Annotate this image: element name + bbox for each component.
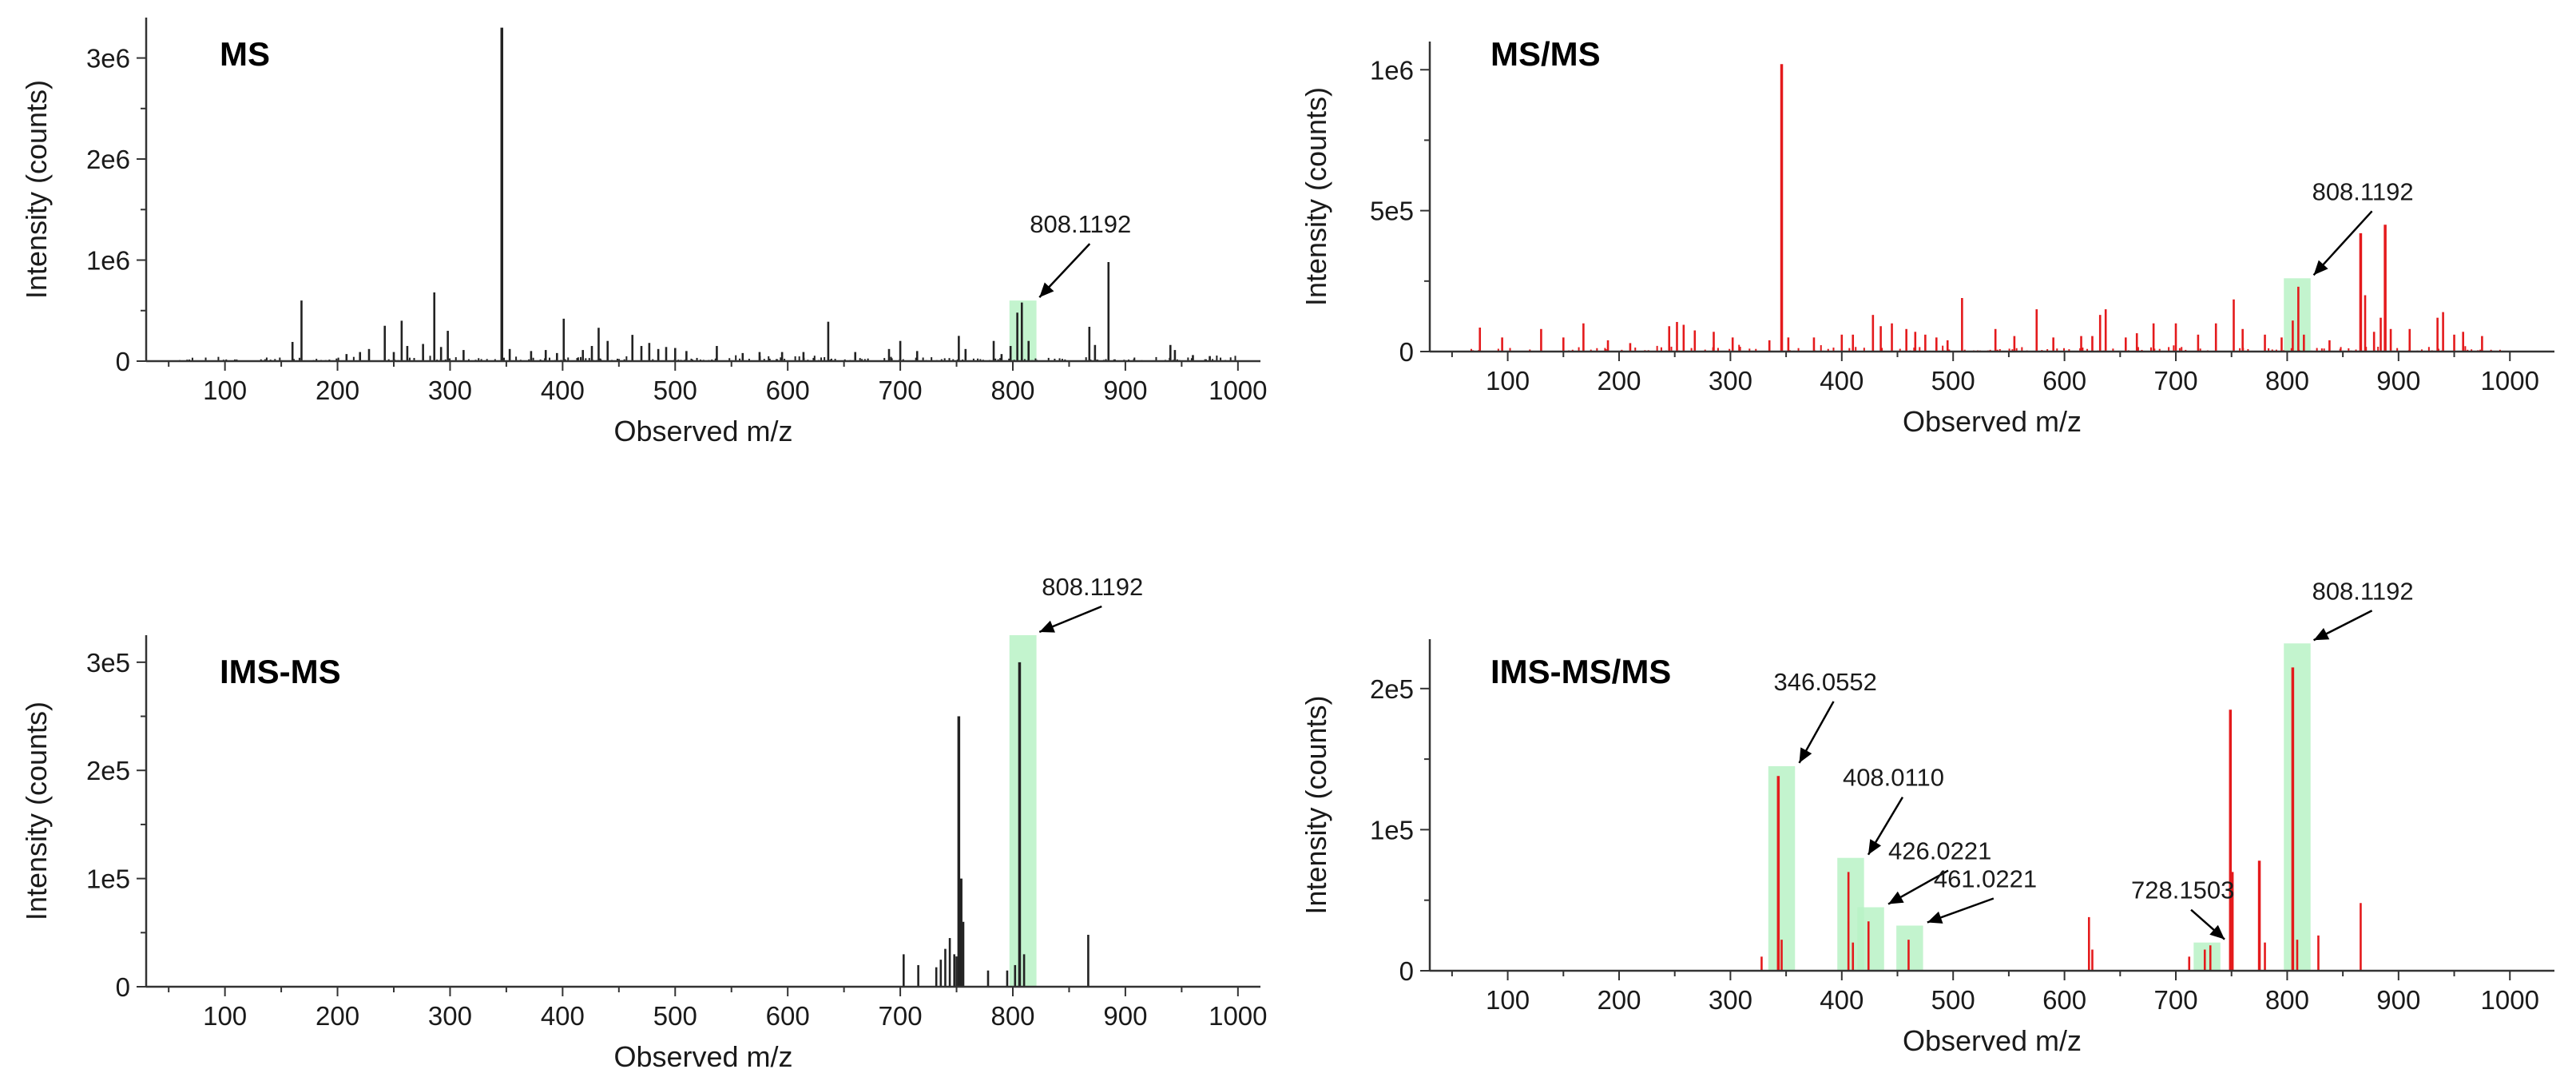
x-tick-label: 500 xyxy=(653,376,697,405)
x-tick-label: 500 xyxy=(1931,366,1975,395)
chart-ims-ms: 100 200 300 400 500 600 700 800 900 1000 0 1e5 2e5 3e… xyxy=(20,573,1268,1073)
peak-annotation: 808.1192 xyxy=(1042,573,1143,601)
y-axis-label: Intensity (counts) xyxy=(20,80,53,299)
panel-title: IMS-MS/MS xyxy=(1490,653,1671,690)
annotation-arrow-head xyxy=(2313,628,2330,641)
y-tick-label: 1e5 xyxy=(1370,815,1414,845)
chart-ms: 100 200 300 400 500 600 700 800 900 1000 0 1e6 2e6 3e… xyxy=(20,18,1268,447)
x-tick-label: 300 xyxy=(428,376,472,405)
annotation-arrow-head xyxy=(1927,911,1943,924)
highlight-box-4 xyxy=(2193,942,2221,971)
x-tick-label: 600 xyxy=(2042,366,2086,395)
x-tick-label: 300 xyxy=(428,1001,472,1031)
annotation-arrow-head xyxy=(2313,260,2328,276)
peak-annotation: 808.1192 xyxy=(1030,210,1131,238)
chart-ms-ms: 100 200 300 400 500 600 700 800 900 1000 0 5e5 1e6 Ob… xyxy=(1300,35,2554,438)
x-tick-label: 1000 xyxy=(2481,985,2539,1015)
x-axis-label: Observed m/z xyxy=(613,415,792,447)
y-axis-label: Intensity (counts) xyxy=(20,701,53,920)
annotation-arrow-head xyxy=(1039,620,1055,633)
x-tick-label: 600 xyxy=(766,1001,810,1031)
x-tick-label: 900 xyxy=(1103,1001,1147,1031)
y-tick-label: 3e6 xyxy=(86,44,130,74)
x-tick-label: 900 xyxy=(1103,376,1147,405)
x-tick-label: 100 xyxy=(203,376,247,405)
annotation-arrow-head xyxy=(1799,747,1812,763)
x-tick-label: 800 xyxy=(990,1001,1034,1031)
x-tick-label: 800 xyxy=(2265,985,2309,1015)
y-axis-label: Intensity (counts) xyxy=(1300,695,1332,914)
y-tick-label: 1e5 xyxy=(86,864,130,894)
x-tick-label: 900 xyxy=(2376,985,2420,1015)
peak-annotation: 426.0221 xyxy=(1888,837,1991,865)
x-tick-label: 700 xyxy=(2153,985,2197,1015)
highlight-box-0 xyxy=(1009,635,1037,987)
highlight-box-0 xyxy=(2284,278,2311,352)
peak-annotation: 461.0221 xyxy=(1934,864,2037,892)
x-tick-label: 1000 xyxy=(1209,1001,1267,1031)
x-tick-label: 300 xyxy=(1709,985,1752,1015)
y-tick-label: 3e5 xyxy=(86,648,130,678)
x-tick-label: 200 xyxy=(1597,985,1641,1015)
annotation-arrow-head xyxy=(1868,839,1882,855)
x-tick-label: 600 xyxy=(766,376,810,405)
y-tick-label: 0 xyxy=(1399,956,1414,986)
x-tick-label: 1000 xyxy=(2481,366,2539,395)
x-tick-label: 700 xyxy=(879,376,923,405)
highlight-box-2 xyxy=(1857,907,1884,971)
x-tick-label: 400 xyxy=(1820,985,1864,1015)
x-tick-label: 900 xyxy=(2376,366,2420,395)
x-tick-label: 300 xyxy=(1709,366,1752,395)
y-tick-label: 1e6 xyxy=(86,246,130,276)
chart-ims-ms-ms: 100 200 300 400 500 600 700 800 900 1000 0 1e5 2e5 Ob… xyxy=(1300,577,2554,1057)
peak-annotation: 408.0110 xyxy=(1843,764,1944,792)
x-tick-label: 400 xyxy=(1820,366,1864,395)
x-tick-label: 600 xyxy=(2042,985,2086,1015)
peak-annotation: 346.0552 xyxy=(1774,668,1877,696)
highlight-box-0 xyxy=(1009,300,1037,361)
y-tick-label: 2e6 xyxy=(86,145,130,174)
annotation-arrow-head xyxy=(1888,891,1904,904)
y-tick-label: 2e5 xyxy=(1370,674,1414,704)
highlight-box-0 xyxy=(1768,765,1796,971)
x-axis-label: Observed m/z xyxy=(1903,405,2082,438)
y-tick-label: 0 xyxy=(116,347,130,376)
annotation-arrow-head xyxy=(1039,282,1054,298)
x-tick-label: 100 xyxy=(1486,985,1530,1015)
x-tick-label: 100 xyxy=(1486,366,1530,395)
highlight-box-3 xyxy=(1896,925,1923,971)
annotation-arrow-line xyxy=(2312,210,2373,276)
x-tick-label: 400 xyxy=(541,1001,585,1031)
x-axis-label: Observed m/z xyxy=(1903,1024,2082,1057)
x-axis-label: Observed m/z xyxy=(613,1040,792,1073)
x-tick-label: 800 xyxy=(990,376,1034,405)
x-tick-label: 500 xyxy=(653,1001,697,1031)
highlight-box-5 xyxy=(2284,643,2311,971)
y-axis-label: Intensity (counts) xyxy=(1300,87,1332,306)
y-tick-label: 1e6 xyxy=(1370,55,1414,85)
annotation-arrow-head xyxy=(2209,924,2225,940)
peak-annotation: 808.1192 xyxy=(2312,577,2414,605)
x-tick-label: 400 xyxy=(541,376,585,405)
x-tick-label: 200 xyxy=(1597,366,1641,395)
y-tick-label: 5e5 xyxy=(1370,197,1414,226)
x-tick-label: 200 xyxy=(316,1001,359,1031)
y-tick-label: 0 xyxy=(1399,337,1414,367)
x-tick-label: 1000 xyxy=(1209,376,1267,405)
x-tick-label: 800 xyxy=(2265,366,2309,395)
x-tick-label: 700 xyxy=(2153,366,2197,395)
panel-title: MS/MS xyxy=(1490,35,1601,73)
peak-annotation: 728.1503 xyxy=(2131,876,2234,904)
x-tick-label: 200 xyxy=(316,376,359,405)
panel-title: IMS-MS xyxy=(220,653,341,690)
y-tick-label: 2e5 xyxy=(86,756,130,785)
peak-annotation: 808.1192 xyxy=(2312,177,2414,205)
x-tick-label: 700 xyxy=(879,1001,923,1031)
panel-title: MS xyxy=(220,35,270,73)
x-tick-label: 500 xyxy=(1931,985,1975,1015)
x-tick-label: 100 xyxy=(203,1001,247,1031)
y-tick-label: 0 xyxy=(116,972,130,1002)
